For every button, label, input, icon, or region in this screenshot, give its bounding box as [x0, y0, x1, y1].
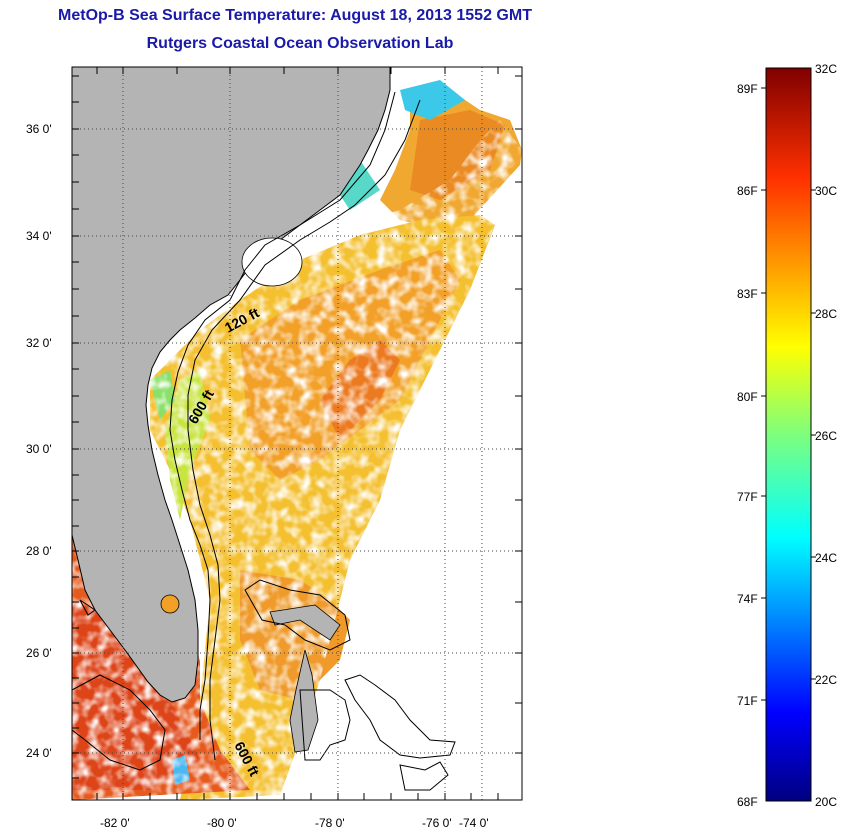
map-frame [71, 66, 523, 801]
colorbar-f-label: 71F [737, 694, 758, 708]
colorbar-gradient [765, 67, 812, 802]
graticule-grid [72, 67, 522, 800]
latitude-axis-labels: 36 0' 34 0' 32 0' 30 0' 28 0' 26 0' 24 0… [26, 122, 52, 760]
lat-label: 36 0' [26, 122, 52, 136]
land-mass [71, 66, 391, 753]
colorbar-c-label: 20C [815, 795, 837, 809]
colorbar-c-label: 30C [815, 184, 837, 198]
map-panel: 120 ft 600 ft 600 ft [71, 66, 523, 801]
longitude-axis-labels: -82 0' -80 0' -78 0' -76 0' -74 0' [100, 816, 489, 830]
colorbar-c-label: 28C [815, 307, 837, 321]
colorbar-f-label: 86F [737, 184, 758, 198]
lon-label: -78 0' [315, 816, 345, 830]
lat-label: 24 0' [26, 746, 52, 760]
lon-label: -76 0' [422, 816, 452, 830]
lat-label: 26 0' [26, 646, 52, 660]
colorbar-f-label: 83F [737, 287, 758, 301]
lat-label: 34 0' [26, 229, 52, 243]
colorbar-c-label: 26C [815, 429, 837, 443]
colorbar-f-label: 89F [737, 82, 758, 96]
colorbar-f-label: 77F [737, 490, 758, 504]
colorbar-c-label: 32C [815, 62, 837, 76]
lat-label: 30 0' [26, 442, 52, 456]
colorbar: 89F 86F 83F 80F 77F 74F 71F 68F 32C 30C … [737, 62, 837, 809]
colorbar-c-label: 24C [815, 551, 837, 565]
colorbar-f-label: 68F [737, 795, 758, 809]
map-title: MetOp-B Sea Surface Temperature: August … [58, 7, 532, 24]
colorbar-f-label: 80F [737, 390, 758, 404]
lon-label: -82 0' [100, 816, 130, 830]
map-subtitle: Rutgers Coastal Ocean Observation Lab [146, 35, 454, 52]
colorbar-f-label: 74F [737, 592, 758, 606]
colorbar-c-label: 22C [815, 673, 837, 687]
lon-label: -80 0' [207, 816, 237, 830]
lon-label: -74 0' [459, 816, 489, 830]
lat-label: 32 0' [26, 336, 52, 350]
bathymetry-contours [71, 91, 456, 791]
map-ticks [72, 67, 522, 800]
lat-label: 28 0' [26, 544, 52, 558]
